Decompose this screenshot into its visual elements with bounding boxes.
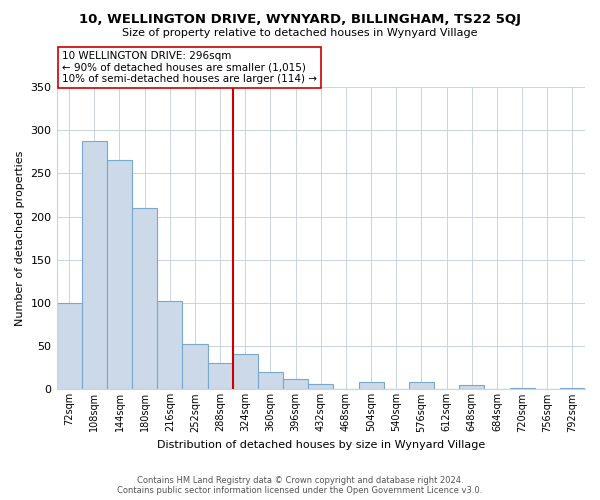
Bar [233, 354, 258, 390]
Bar [132, 208, 157, 390]
Bar [283, 379, 308, 390]
Text: Contains HM Land Registry data © Crown copyright and database right 2024.
Contai: Contains HM Land Registry data © Crown c… [118, 476, 482, 495]
Text: Size of property relative to detached houses in Wynyard Village: Size of property relative to detached ho… [122, 28, 478, 38]
Bar [56, 303, 82, 390]
Bar [208, 362, 233, 390]
Bar [509, 388, 535, 390]
Bar [359, 382, 383, 390]
Bar [459, 385, 484, 390]
Bar [308, 384, 334, 390]
Bar [107, 160, 132, 390]
Bar [258, 372, 283, 390]
Bar [157, 302, 182, 390]
Bar [560, 388, 585, 390]
X-axis label: Distribution of detached houses by size in Wynyard Village: Distribution of detached houses by size … [157, 440, 485, 450]
Text: 10 WELLINGTON DRIVE: 296sqm
← 90% of detached houses are smaller (1,015)
10% of : 10 WELLINGTON DRIVE: 296sqm ← 90% of det… [62, 51, 317, 84]
Bar [409, 382, 434, 390]
Text: 10, WELLINGTON DRIVE, WYNYARD, BILLINGHAM, TS22 5QJ: 10, WELLINGTON DRIVE, WYNYARD, BILLINGHA… [79, 12, 521, 26]
Y-axis label: Number of detached properties: Number of detached properties [15, 150, 25, 326]
Bar [182, 344, 208, 390]
Bar [82, 142, 107, 390]
